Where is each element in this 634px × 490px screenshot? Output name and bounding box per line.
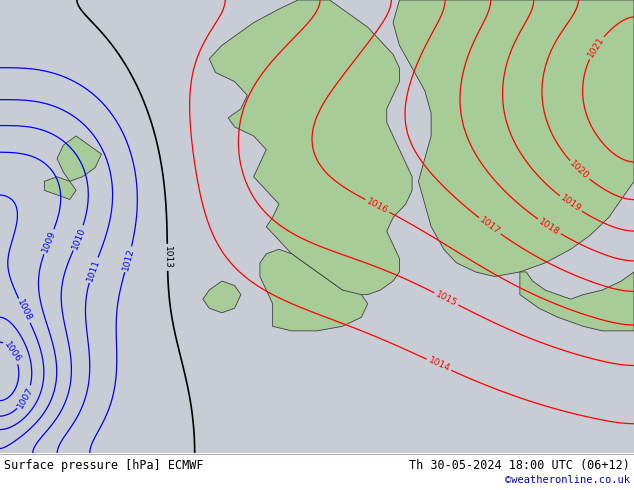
Text: 1013: 1013 [163,246,172,269]
Text: 1015: 1015 [434,290,458,308]
Text: 1012: 1012 [121,247,136,271]
Polygon shape [203,281,241,313]
Polygon shape [209,0,412,294]
Text: Surface pressure [hPa] ECMWF: Surface pressure [hPa] ECMWF [4,459,204,472]
Text: 1009: 1009 [41,229,57,254]
Polygon shape [520,272,634,331]
Text: 1018: 1018 [537,217,561,237]
Text: 1016: 1016 [365,196,390,215]
Polygon shape [57,136,101,181]
Text: 1020: 1020 [568,159,591,181]
Text: ©weatheronline.co.uk: ©weatheronline.co.uk [505,475,630,485]
Text: 1021: 1021 [586,35,606,60]
Text: 1008: 1008 [15,298,34,323]
Text: 1006: 1006 [3,340,23,364]
Polygon shape [44,177,76,199]
Text: Th 30-05-2024 18:00 UTC (06+12): Th 30-05-2024 18:00 UTC (06+12) [409,459,630,472]
Text: 1017: 1017 [478,216,501,237]
Text: 1019: 1019 [559,194,583,214]
Text: 1010: 1010 [70,225,87,250]
Polygon shape [393,0,634,276]
Text: 1007: 1007 [16,386,35,410]
Text: 1011: 1011 [85,258,101,282]
Text: 1014: 1014 [427,356,451,374]
Polygon shape [260,249,368,331]
